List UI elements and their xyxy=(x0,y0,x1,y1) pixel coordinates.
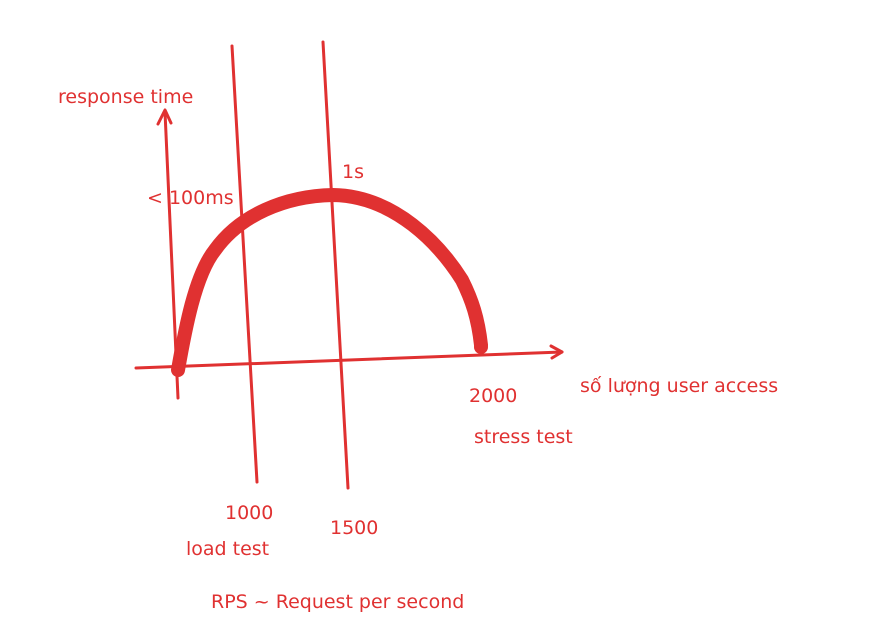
y-axis-arrowhead xyxy=(156,108,173,126)
x-axis-arrowhead xyxy=(549,344,564,360)
marker-line-1500 xyxy=(321,40,350,490)
y-axis-label: response time xyxy=(58,86,193,108)
x-axis xyxy=(134,344,564,370)
rps-2000-label: 2000 xyxy=(469,385,517,407)
latency-low-label: < 100ms xyxy=(147,187,234,209)
load-test-label: load test xyxy=(186,538,269,560)
latency-peak-label: 1s xyxy=(342,161,364,183)
x-axis-label: số lượng user access xyxy=(580,375,778,397)
rps-1500-label: 1500 xyxy=(330,517,378,539)
rps-1000-label: 1000 xyxy=(225,502,273,524)
response-time-curve xyxy=(171,188,488,377)
x-axis-line xyxy=(134,350,564,370)
marker-line-1000 xyxy=(230,44,259,484)
curve-end-dot xyxy=(474,340,488,354)
rps-note: RPS ~ Request per second xyxy=(211,591,464,613)
curve-start-dot xyxy=(173,367,183,377)
stress-test-label: stress test xyxy=(474,426,573,448)
